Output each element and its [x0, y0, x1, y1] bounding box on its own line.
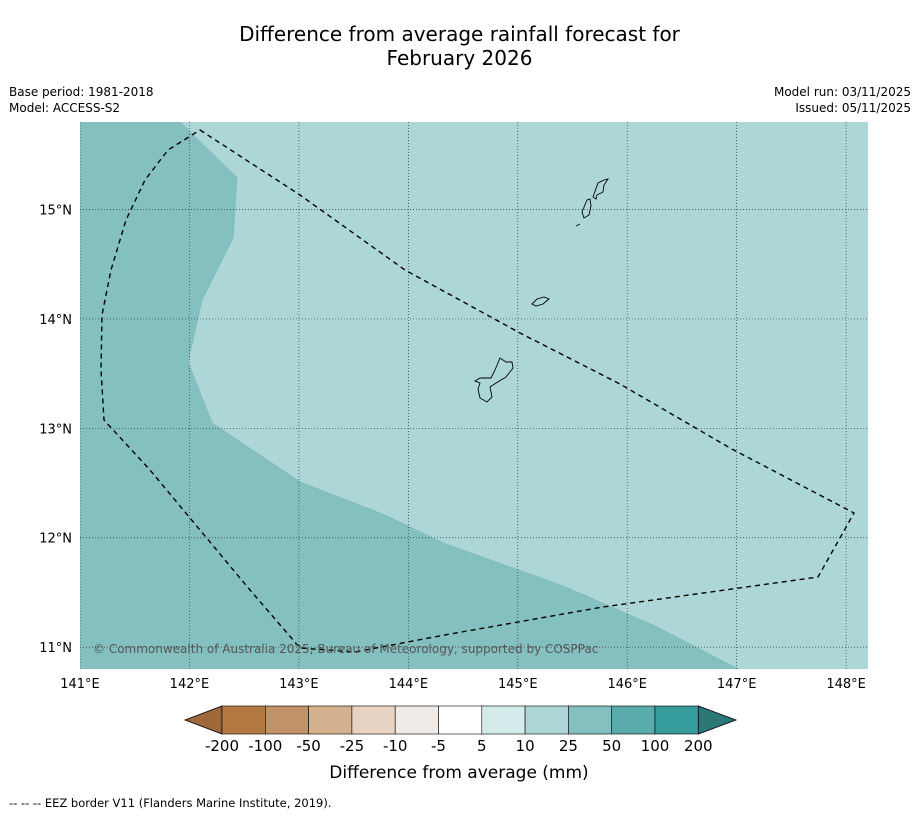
lon-tick-label: 145°E — [498, 677, 538, 692]
colorbar-swatch — [524, 705, 569, 735]
colorbar-tick-label: 50 — [602, 737, 621, 755]
colorbar-tick-label: -5 — [431, 737, 446, 755]
eez-border — [100, 129, 855, 653]
map-title: Difference from average rainfall forecas… — [0, 22, 919, 70]
colorbar-swatch — [611, 705, 656, 735]
colorbar-swatch — [394, 705, 439, 735]
island-tinian — [581, 198, 592, 219]
lon-tick-label: 147°E — [717, 677, 757, 692]
colorbar-swatch — [654, 705, 699, 735]
colorbar-tick-label: 200 — [684, 737, 713, 755]
colorbar-arrow-high — [697, 705, 738, 735]
map-title-line1: Difference from average rainfall forecas… — [239, 22, 680, 46]
map-area: © Commonwealth of Australia 2025, Bureau… — [80, 122, 868, 669]
meta-right: Model run: 03/11/2025 Issued: 05/11/2025 — [774, 84, 911, 116]
colorbar-swatch — [481, 705, 526, 735]
colorbar: -200 -100 -50 -25 -10 -5 5 10 25 50 100 200 — [183, 705, 738, 755]
colorbar-tick-label: 10 — [516, 737, 535, 755]
colorbar-swatch — [308, 705, 353, 735]
colorbar-swatch — [568, 705, 613, 735]
colorbar-tick-label: -10 — [383, 737, 408, 755]
copyright-notice: © Commonwealth of Australia 2025, Bureau… — [93, 642, 598, 656]
island-rota — [531, 296, 550, 307]
islands — [473, 178, 610, 403]
colorbar-tick-label: -25 — [340, 737, 365, 755]
colorbar-tick-label: 100 — [641, 737, 670, 755]
colorbar-swatch — [351, 705, 396, 735]
colorbar-tick-label: -50 — [296, 737, 321, 755]
lat-tick-label: 14°N — [39, 313, 72, 328]
colorbar-tick-label: 5 — [477, 737, 487, 755]
lat-tick-label: 15°N — [39, 204, 72, 219]
base-period-label: Base period: 1981-2018 — [9, 85, 154, 99]
colorbar-swatch — [264, 705, 309, 735]
colorbar-tick-label: 25 — [559, 737, 578, 755]
eez-footnote: -- -- -- EEZ border V11 (Flanders Marine… — [9, 796, 332, 810]
lon-tick-label: 142°E — [170, 677, 210, 692]
island-saipan — [592, 178, 610, 200]
lon-tick-label: 143°E — [279, 677, 319, 692]
graticule — [80, 122, 868, 669]
zone-boundary — [179, 122, 739, 669]
lon-tick-label: 141°E — [60, 677, 100, 692]
colorbar-swatch — [438, 705, 483, 735]
issued-label: Issued: 05/11/2025 — [795, 101, 911, 115]
colorbar-tick-label: -200 — [205, 737, 239, 755]
lat-tick-label: 12°N — [39, 532, 72, 547]
map-title-line2: February 2026 — [386, 46, 533, 70]
colorbar-tick-label: -100 — [248, 737, 282, 755]
colorbar-label: Difference from average (mm) — [329, 763, 588, 783]
colorbar-arrow-low — [183, 705, 223, 735]
colorbar-swatch — [221, 705, 266, 735]
island-guam — [473, 357, 514, 403]
zone-10-25 — [180, 122, 868, 669]
lat-tick-label: 13°N — [39, 422, 72, 437]
lon-tick-label: 148°E — [826, 677, 866, 692]
model-label: Model: ACCESS-S2 — [9, 101, 121, 115]
longitude-labels: 141°E 142°E 143°E 144°E 145°E 146°E 147°E 148°E — [60, 677, 866, 692]
lat-tick-label: 11°N — [39, 641, 72, 656]
island-aguijan — [575, 223, 581, 227]
latitude-labels: 15°N 14°N 13°N 12°N 11°N — [39, 204, 72, 657]
lon-tick-label: 146°E — [607, 677, 647, 692]
model-run-label: Model run: 03/11/2025 — [773, 85, 911, 99]
meta-left: Base period: 1981-2018 Model: ACCESS-S2 — [9, 84, 154, 116]
lon-tick-label: 144°E — [389, 677, 429, 692]
